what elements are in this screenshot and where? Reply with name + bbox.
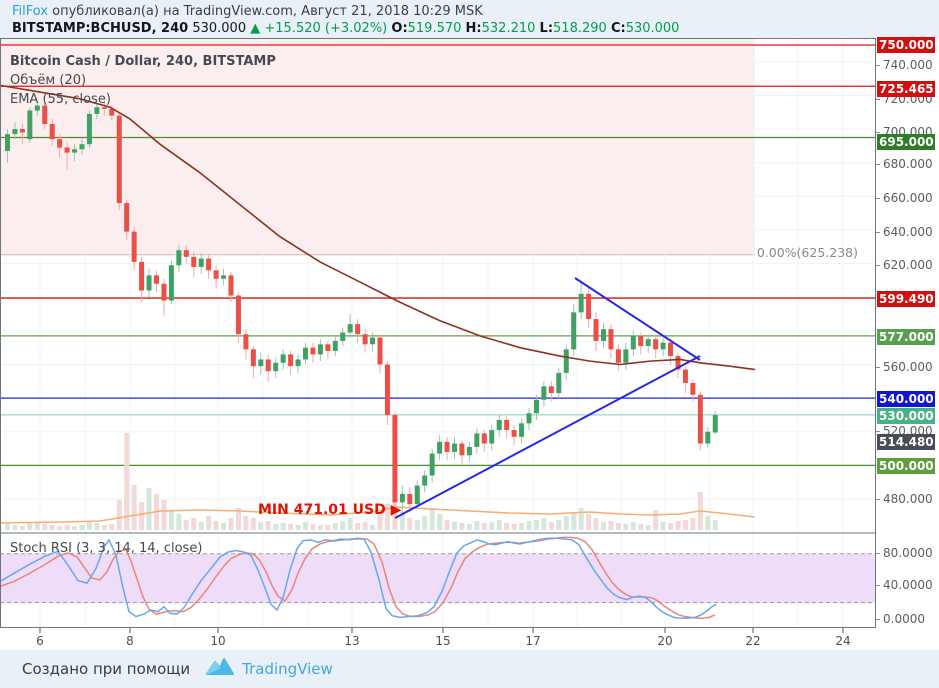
axis-label: 680.000 [876,157,933,171]
axis-price-badge: 514.480 [877,434,935,450]
top-bar: FilFox опубликовал(а) на TradingView.com… [0,0,939,38]
axis-label: 80.0000 [876,546,933,560]
footer: Создано при помощи TradingView [0,650,939,688]
svg-text:24: 24 [835,634,850,648]
low-value: 518.290 [553,21,607,36]
arrow-up-icon: ▲ [250,21,261,36]
axis-price-badge: 540.000 [877,391,935,407]
symbol-title[interactable]: BITSTAMP:BCHUSD, 240 [12,21,189,36]
svg-text:15: 15 [435,634,450,648]
min-price-callout: MIN 471.01 USD ▶ [258,502,402,518]
axis-label: 0.0000 [876,612,925,626]
axis-price-badge: 530.000 [877,408,935,424]
publish-text: опубликовал(а) на TradingView.com, Авгус… [48,4,483,19]
chart-panel: 6 8 10 13 15 17 20 22 24 Bitcoin Cash / Dollar, … [0,37,939,650]
fib-level-label: 0.00%(625.238) [756,245,858,260]
svg-text:17: 17 [525,634,540,648]
close-label: C: [610,21,626,36]
axis-label: 480.000 [876,492,933,506]
svg-text:20: 20 [657,634,672,648]
created-with-text: Создано при помощи [22,659,191,678]
symbol-line: BITSTAMP:BCHUSD, 240 530.000 ▲ +15.520 (… [12,20,939,37]
axis-label: 660.000 [876,191,933,205]
low-label: L: [539,21,554,36]
chart-svg[interactable]: 6 8 10 13 15 17 20 22 24 [0,0,876,688]
stoch-rsi-legend[interactable]: Stoch RSI (3, 3, 14, 14, close) [10,541,203,556]
chart-legend: Bitcoin Cash / Dollar, 240, BITSTAMP Объ… [10,52,276,109]
author-link[interactable]: FilFox [12,4,49,19]
tradingview-link[interactable]: TradingView [242,659,333,678]
legend-ema[interactable]: EMA (55, close) [10,92,111,107]
axis-label: 620.000 [876,258,933,272]
legend-volume[interactable]: Объём (20) [10,73,87,88]
last-price: 530.000 [192,21,247,36]
axis-label: 40.0000 [876,578,933,592]
axis-label: 740.000 [876,58,933,72]
axis-label: 640.000 [876,225,933,239]
axis-price-badge: 695.000 [877,134,935,150]
svg-text:6: 6 [36,634,44,648]
tradingview-logo-icon [206,658,235,679]
svg-text:8: 8 [126,634,134,648]
svg-text:22: 22 [745,634,760,648]
axis-price-badge: 599.490 [877,291,935,307]
axis-price-badge: 577.000 [877,329,935,345]
price-change: +15.520 (+3.02%) [264,21,388,36]
publish-line: FilFox опубликовал(а) на TradingView.com… [12,3,939,20]
open-value: 519.570 [407,21,462,36]
legend-title[interactable]: Bitcoin Cash / Dollar, 240, BITSTAMP [10,54,276,69]
price-axis[interactable]: 740.000 720.000 700.000 680.000 660.000 640.0… [876,37,939,650]
close-value: 530.000 [625,21,680,36]
axis-price-badge: 500.000 [877,458,935,474]
high-label: H: [465,21,482,36]
open-label: O: [391,21,408,36]
svg-text:13: 13 [344,634,359,648]
svg-text:10: 10 [210,634,225,648]
axis-price-badge: 725.465 [877,81,935,97]
high-value: 532.210 [481,21,536,36]
axis-price-badge: 750.000 [877,37,935,53]
axis-label: 560.000 [876,360,933,374]
